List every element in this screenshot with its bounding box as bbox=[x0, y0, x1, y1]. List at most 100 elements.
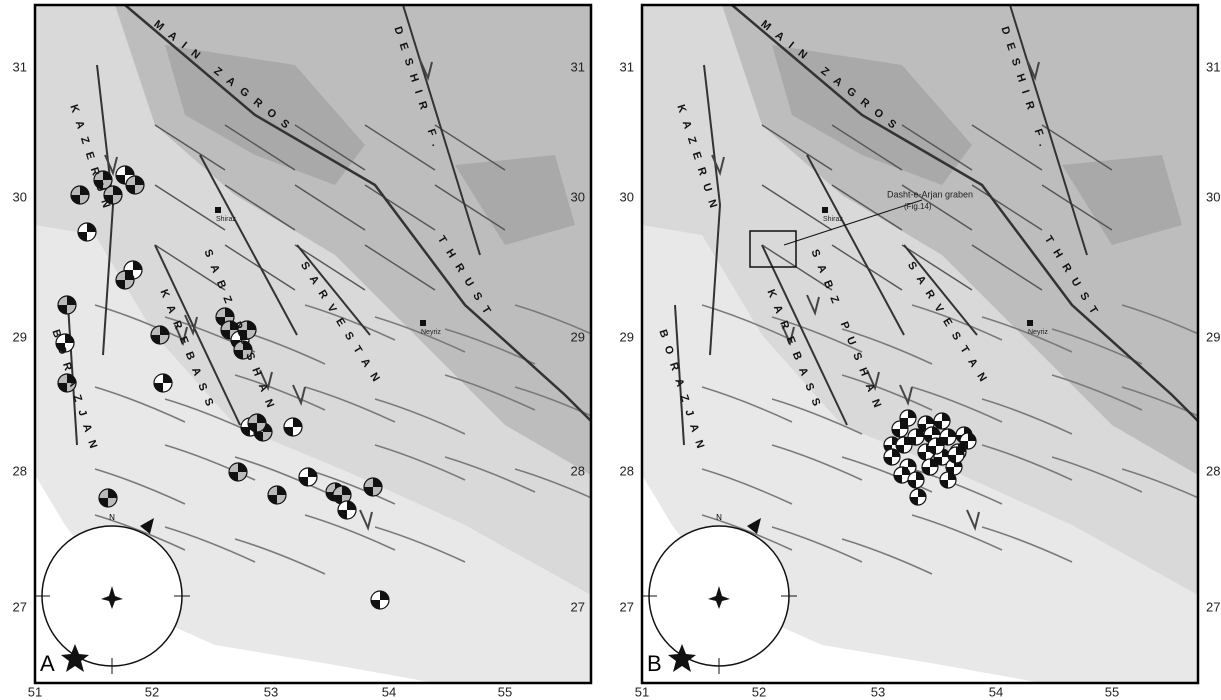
focal-mechanism-quadrant bbox=[333, 486, 351, 504]
focal-mechanism-quadrant bbox=[94, 171, 112, 189]
fold-axis bbox=[831, 184, 903, 231]
fold-axis bbox=[771, 444, 863, 481]
focal-mechanism-quadrant bbox=[940, 472, 956, 488]
focal-mechanism-quadrant bbox=[268, 486, 286, 504]
focal-mechanism-quadrant bbox=[884, 449, 900, 465]
latitude-label: 29 bbox=[1206, 329, 1220, 344]
focal-mechanism-quadrant bbox=[216, 308, 234, 326]
fold-axis bbox=[971, 124, 1043, 171]
longitude-label: 54 bbox=[382, 684, 396, 699]
fold-axis bbox=[1121, 386, 1198, 417]
fold-axis bbox=[154, 184, 226, 231]
fold-axis bbox=[981, 398, 1073, 435]
fold-axis bbox=[514, 386, 591, 417]
fold-axis bbox=[761, 244, 833, 291]
focal-mechanism-quadrant bbox=[116, 166, 134, 184]
fold-axis bbox=[771, 316, 863, 353]
focal-mechanism-quadrant bbox=[908, 472, 924, 488]
fold-axis bbox=[971, 184, 1043, 231]
slip-arrow bbox=[359, 509, 373, 532]
focal-mechanism-quadrant bbox=[58, 296, 76, 314]
fold-axis bbox=[761, 184, 833, 231]
slip-arrow bbox=[781, 324, 795, 347]
interior-dark bbox=[772, 45, 1182, 245]
longitude-label: 51 bbox=[635, 684, 649, 699]
fold-axis bbox=[761, 124, 833, 171]
fold-axis bbox=[94, 386, 186, 423]
stereonet-north: N bbox=[109, 513, 115, 522]
fold-axis bbox=[374, 526, 466, 563]
focal-mechanism-quadrant bbox=[884, 437, 900, 453]
karebass-fault bbox=[761, 244, 848, 426]
fold-axis bbox=[841, 328, 933, 365]
focal-mechanism-quadrant bbox=[908, 429, 924, 445]
fold-axis bbox=[374, 316, 466, 353]
town-marker bbox=[215, 207, 221, 213]
stereonet-north: N bbox=[716, 513, 722, 522]
focal-mechanism-quadrant bbox=[104, 186, 122, 204]
borazjan-fault bbox=[674, 304, 685, 446]
main-zagros-thrust bbox=[124, 5, 591, 423]
slip-arrow bbox=[292, 384, 306, 407]
fold-axis bbox=[831, 124, 903, 171]
fold-axis bbox=[841, 374, 933, 411]
focal-mechanism-quadrant bbox=[928, 438, 944, 454]
stress-arrow bbox=[140, 518, 154, 534]
annotation-ref: (Fig.14) bbox=[904, 202, 932, 211]
deshir-fault bbox=[1009, 5, 1088, 256]
karebass-fault bbox=[154, 244, 241, 426]
focal-mechanism-quadrant bbox=[894, 467, 910, 483]
slip-arrow bbox=[711, 154, 725, 177]
fold-axis bbox=[364, 244, 436, 291]
fold-axis bbox=[434, 184, 506, 231]
latitude-label: 30 bbox=[1206, 189, 1220, 204]
interior-dark bbox=[165, 45, 575, 245]
focal-mechanism-quadrant bbox=[338, 501, 356, 519]
focal-mechanism-quadrant bbox=[922, 459, 938, 475]
focal-mechanism-quadrant bbox=[71, 186, 89, 204]
latitude-label: 28 bbox=[620, 463, 634, 478]
borazjan-fault bbox=[67, 304, 78, 446]
latitude-label: 29 bbox=[571, 329, 585, 344]
stress-axis-star bbox=[668, 644, 696, 672]
latitude-label: 30 bbox=[571, 189, 585, 204]
fold-axis bbox=[1041, 184, 1113, 231]
fold-axis bbox=[971, 244, 1043, 291]
fold-axis bbox=[94, 304, 186, 341]
fold-axis bbox=[981, 526, 1073, 563]
latitude-label: 31 bbox=[1206, 59, 1220, 74]
fold-axis bbox=[154, 124, 226, 171]
longitude-label: 52 bbox=[145, 684, 159, 699]
fold-axis bbox=[514, 304, 591, 335]
fold-axis bbox=[154, 244, 226, 291]
stress-arrow bbox=[747, 518, 761, 534]
fold-axis bbox=[304, 386, 396, 423]
focal-mechanism-quadrant bbox=[238, 321, 256, 339]
panel-label: B bbox=[647, 651, 662, 676]
fold-axis bbox=[374, 398, 466, 435]
fold-axis bbox=[1051, 374, 1143, 411]
map-frame bbox=[33, 3, 593, 685]
focal-mechanism-quadrant bbox=[151, 326, 169, 344]
focal-mechanism-quadrant bbox=[116, 271, 134, 289]
slip-arrow bbox=[866, 369, 880, 392]
sarvestan-fault bbox=[296, 244, 371, 336]
latitude-label: 27 bbox=[13, 599, 27, 614]
place-name: Shiraz bbox=[823, 216, 843, 223]
kazerun-fault bbox=[703, 64, 722, 356]
focal-mechanism-quadrant bbox=[56, 334, 74, 352]
sabz-pushan-fault bbox=[199, 154, 298, 336]
fold-axis bbox=[841, 538, 933, 575]
focal-mechanism-quadrant bbox=[299, 468, 317, 486]
fold-axis bbox=[234, 456, 326, 493]
fold-axis bbox=[901, 244, 973, 291]
focal-mechanism-quadrant bbox=[948, 447, 964, 463]
fold-axis bbox=[434, 124, 506, 171]
town-marker bbox=[822, 207, 828, 213]
longitude-label: 54 bbox=[989, 684, 1003, 699]
latitude-label: 28 bbox=[1206, 463, 1220, 478]
slip-arrow bbox=[259, 369, 273, 392]
fold-axis bbox=[1041, 124, 1113, 171]
fold-axis bbox=[1121, 468, 1198, 499]
latitude-label: 31 bbox=[13, 59, 27, 74]
